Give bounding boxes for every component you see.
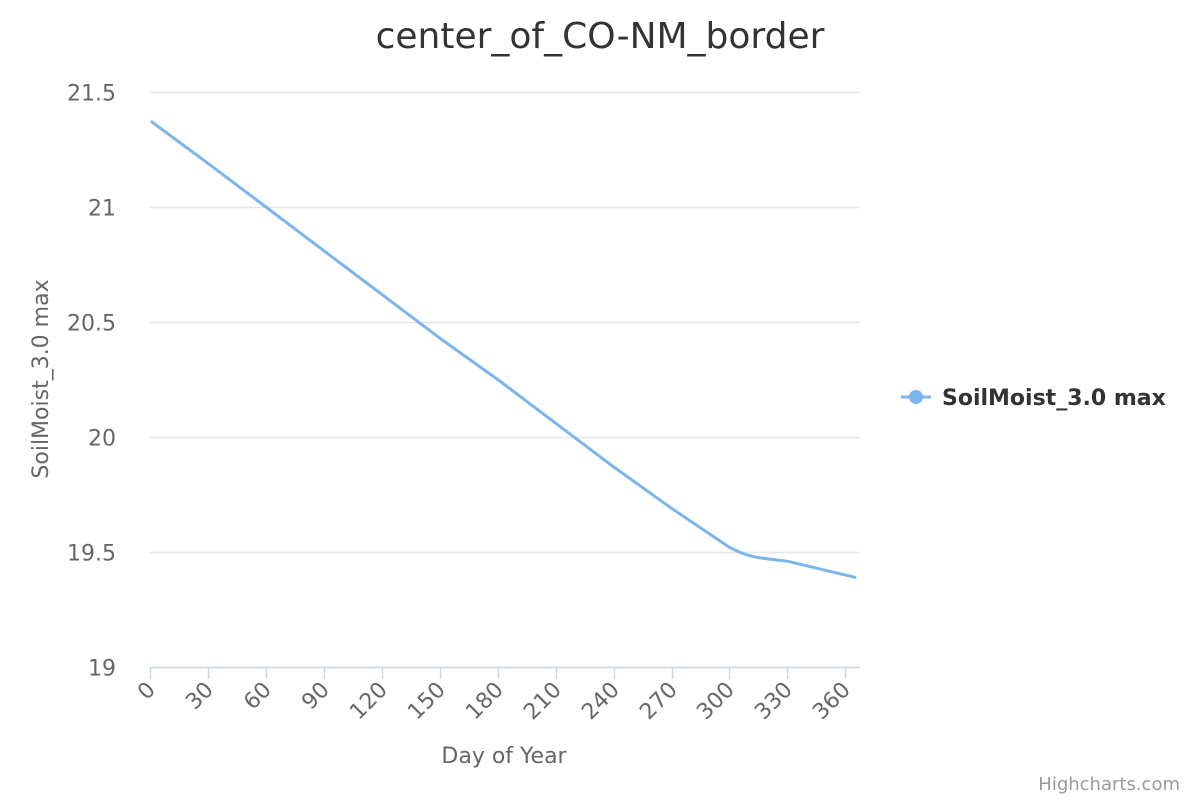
y-tick-label: 20 <box>88 427 116 452</box>
x-tick-label: 330 <box>750 678 797 725</box>
x-tick-label: 30 <box>181 678 218 715</box>
legend-point-marker <box>909 390 923 404</box>
legend-item-label[interactable]: SoilMoist_3.0 max <box>942 386 1166 411</box>
series-line[interactable] <box>150 120 857 579</box>
y-tick-label: 21.5 <box>67 82 116 107</box>
plot-series <box>150 120 857 579</box>
x-tick-label: 270 <box>635 678 682 725</box>
x-tick-label: 150 <box>403 678 450 725</box>
y-tick-label: 20.5 <box>67 312 116 337</box>
x-tick-label: 360 <box>808 678 855 725</box>
y-tick-label: 19.5 <box>67 542 116 567</box>
x-tick-label: 120 <box>345 678 392 725</box>
x-axis-title: Day of Year <box>441 744 567 769</box>
chart-title: center_of_CO-NM_border <box>376 16 825 57</box>
x-tick-label: 180 <box>461 678 508 725</box>
y-axis: 19 19.5 20 20.5 21 21.5 <box>67 82 116 682</box>
gridlines <box>150 91 860 554</box>
x-tick-label: 60 <box>239 678 276 715</box>
legend[interactable]: SoilMoist_3.0 max <box>901 386 1166 411</box>
credits-link[interactable]: Highcharts.com <box>1038 774 1180 795</box>
x-tick-label: 240 <box>577 678 624 725</box>
x-tick-label: 210 <box>519 678 566 725</box>
x-axis: 0 30 60 90 120 150 180 210 240 270 300 330 360 <box>133 666 860 725</box>
x-tick-label: 90 <box>297 678 334 715</box>
y-tick-label: 19 <box>88 657 116 682</box>
y-axis-title: SoilMoist_3.0 max <box>29 279 54 478</box>
x-tick-label: 0 <box>133 678 161 706</box>
x-tick-label: 300 <box>692 678 739 725</box>
y-tick-label: 21 <box>88 197 116 222</box>
